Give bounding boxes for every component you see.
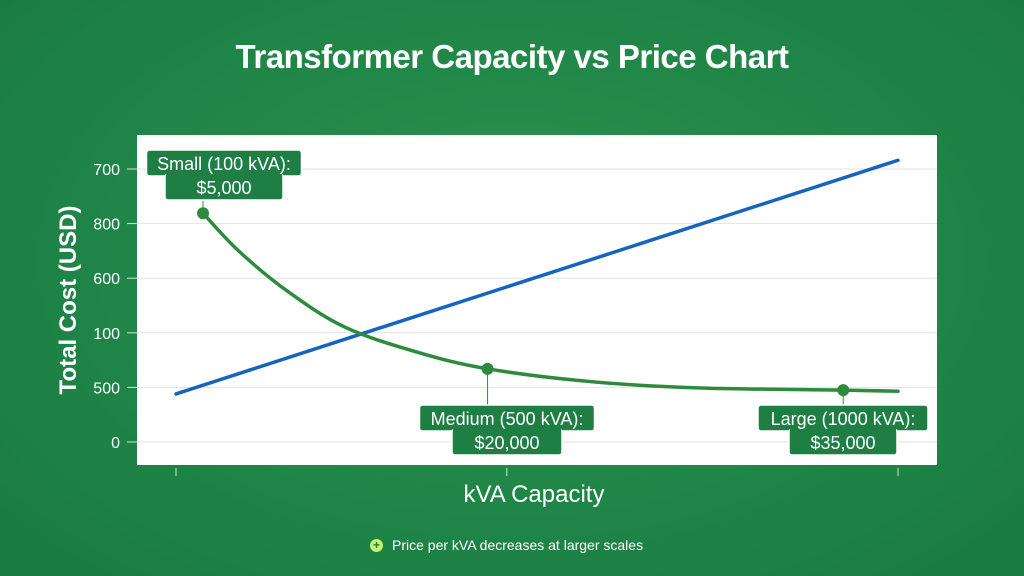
x-axis-label: kVA Capacity [464,481,605,508]
y-tick-label: 0 [111,435,120,452]
annotation-box-join [453,425,561,433]
y-tick-label: 700 [93,162,120,179]
plus-circle-icon: + [370,538,383,552]
data-point-marker [197,207,210,220]
chart-title: Transformer Capacity vs Price Chart [235,38,789,75]
y-axis-label: Total Cost (USD) [55,206,82,395]
annotation-label: Medium (500 kVA): [431,409,584,429]
y-tick-label: 600 [93,271,120,288]
annotation-value: $5,000 [196,178,251,198]
data-point-marker [837,384,850,397]
y-tick-label: 500 [93,380,120,397]
annotation-value: $20,000 [474,433,539,453]
footnote-text: Price per kVA decreases at larger scales [392,537,644,553]
footnote: + Price per kVA decreases at larger scal… [370,537,643,553]
annotation-box-join [166,170,282,178]
annotation-box-join [790,425,896,433]
data-point-marker [481,362,494,375]
y-tick-label: 100 [93,326,120,343]
y-tick-label: 800 [93,217,120,234]
series-line-0 [174,158,900,396]
series-line-1 [201,211,900,393]
annotation-label: Large (1000 kVA): [771,409,916,429]
annotation-value: $35,000 [810,433,875,453]
annotation-label: Small (100 kVA): [157,154,291,174]
